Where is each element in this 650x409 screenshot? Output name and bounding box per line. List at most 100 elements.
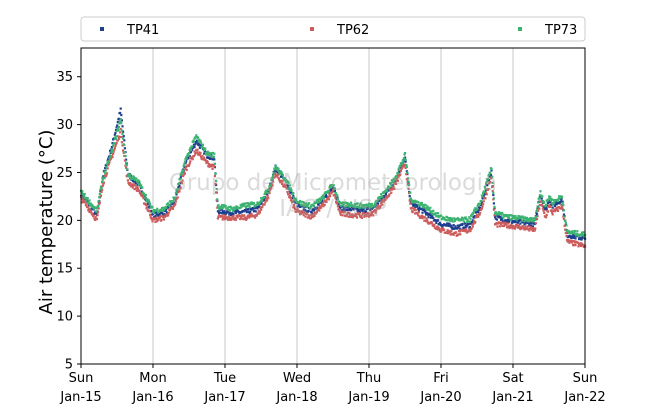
data-point	[95, 212, 98, 215]
data-point	[525, 218, 528, 222]
data-point	[560, 195, 564, 199]
data-point	[559, 200, 562, 204]
data-point	[408, 195, 411, 198]
data-point	[298, 209, 301, 213]
data-point	[174, 202, 177, 206]
data-point	[567, 238, 570, 242]
data-point	[482, 197, 485, 200]
data-point	[223, 210, 226, 213]
data-point	[404, 160, 407, 163]
data-point	[474, 209, 477, 212]
data-point	[235, 205, 238, 208]
data-point	[381, 199, 384, 202]
data-point	[302, 204, 305, 207]
data-point	[440, 214, 443, 217]
data-point	[292, 200, 296, 203]
data-point	[500, 212, 503, 215]
data-point	[148, 210, 151, 213]
data-point	[518, 217, 521, 220]
data-point	[465, 220, 468, 223]
data-point	[98, 192, 101, 195]
data-point	[174, 196, 177, 199]
data-point	[110, 156, 113, 160]
data-point	[503, 223, 506, 226]
data-point	[217, 210, 220, 213]
data-point	[120, 122, 123, 125]
data-point	[399, 169, 402, 173]
data-point	[195, 139, 198, 142]
data-point	[558, 195, 561, 198]
data-point	[555, 203, 558, 206]
data-point	[197, 139, 200, 143]
data-point	[551, 201, 554, 205]
data-point	[423, 216, 426, 219]
data-point	[336, 196, 339, 199]
data-point	[285, 184, 288, 187]
data-point	[507, 220, 510, 224]
data-point	[185, 157, 188, 160]
data-point	[462, 217, 465, 221]
data-point	[367, 213, 370, 217]
data-point	[573, 234, 576, 237]
data-point	[569, 232, 572, 235]
data-point	[216, 217, 219, 220]
data-point	[564, 228, 567, 231]
x-tick-label-date: Jan-17	[203, 390, 245, 405]
data-point	[492, 197, 495, 200]
data-point	[339, 204, 342, 207]
data-point	[530, 218, 533, 221]
data-point	[182, 173, 185, 176]
data-point	[338, 205, 341, 209]
data-point	[510, 214, 513, 217]
data-point	[467, 220, 470, 223]
data-point	[408, 184, 411, 187]
data-point	[500, 221, 503, 225]
data-point	[514, 220, 517, 223]
data-point	[94, 206, 97, 209]
data-point	[248, 210, 251, 213]
data-point	[266, 191, 269, 194]
data-point	[294, 197, 297, 200]
data-point	[473, 215, 476, 218]
data-point	[497, 213, 500, 216]
data-point	[120, 113, 123, 117]
data-point	[198, 146, 201, 149]
data-point	[519, 217, 522, 220]
data-point	[582, 231, 585, 234]
data-point	[105, 162, 109, 166]
data-point	[527, 221, 530, 224]
data-point	[125, 166, 128, 169]
data-point	[305, 206, 308, 209]
data-point	[162, 206, 165, 209]
data-point	[561, 207, 564, 210]
data-point	[243, 214, 246, 217]
data-point	[392, 186, 395, 189]
data-point	[230, 218, 233, 221]
data-point	[369, 205, 372, 208]
data-point	[172, 202, 175, 206]
data-point	[118, 135, 121, 139]
data-point	[320, 198, 323, 201]
data-point	[305, 202, 308, 205]
data-point	[516, 224, 519, 227]
data-point	[222, 216, 225, 220]
data-point	[412, 207, 416, 210]
data-point	[253, 209, 256, 213]
data-point	[446, 222, 449, 225]
data-point	[165, 211, 168, 214]
data-point	[480, 199, 483, 203]
data-point	[402, 164, 405, 167]
data-point	[183, 160, 186, 163]
data-point	[533, 229, 536, 232]
data-point	[333, 189, 336, 192]
data-point	[571, 239, 574, 243]
data-point	[493, 214, 496, 217]
data-point	[405, 165, 408, 168]
data-point	[168, 209, 171, 212]
data-point	[271, 184, 274, 187]
data-point	[255, 203, 258, 206]
data-point	[271, 176, 274, 179]
data-point	[394, 180, 397, 183]
data-point	[537, 201, 540, 204]
x-tick-label-day: Wed	[283, 371, 311, 386]
